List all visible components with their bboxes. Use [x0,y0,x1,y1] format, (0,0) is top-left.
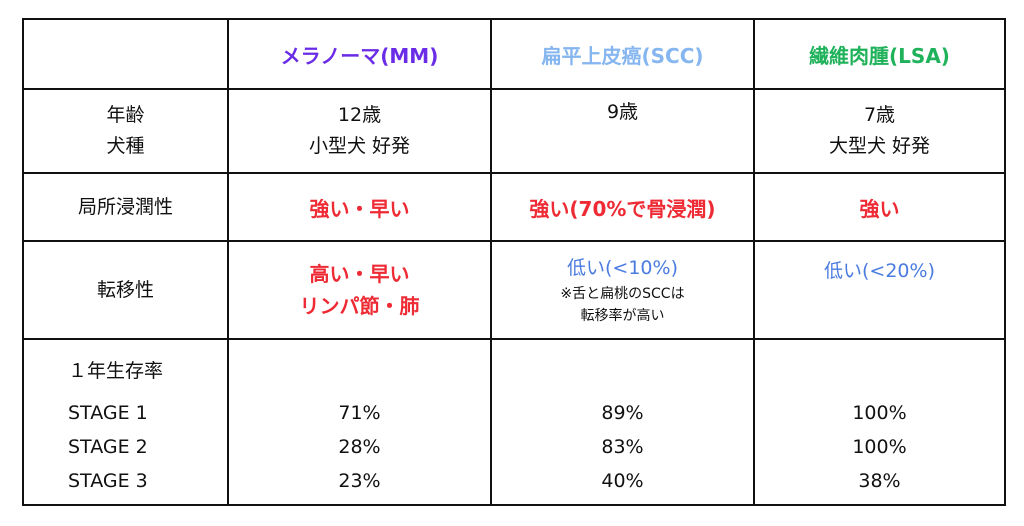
age-lsa-cell: 7歳 大型犬 好発 [753,88,1006,174]
header-cell-mm: メラノーマ(MM) [227,18,492,90]
header-lsa: 繊維肉腫(LSA) [809,43,950,68]
survival-lsa-cell: 100% 100% 38% [753,338,1006,506]
stage-1-label: STAGE 1 [68,402,148,424]
survival-scc-values: 89% 83% 40% [492,396,753,498]
invasion-mm: 強い・早い [309,196,410,221]
invasion-row: 局所浸潤性 強い・早い 強い(70%で骨浸潤) 強い [22,172,1006,242]
survival-lsa-stage-3: 38% [858,470,901,492]
age-row: 年齢 犬種 12歳 小型犬 好発 9歳 7歳 大型犬 好発 [22,88,1006,174]
metastasis-mm-cell: 高い・早い リンパ節・肺 [227,240,492,340]
survival-lsa-stage-2: 100% [852,436,907,458]
survival-mm-stage-2: 28% [338,436,381,458]
survival-row: １年生存率 STAGE 1 STAGE 2 STAGE 3 71% 28% 23… [22,338,1006,506]
survival-lsa-values: 100% 100% 38% [755,396,1004,498]
invasion-scc: 強い(70%で骨浸潤) [529,196,716,221]
invasion-scc-cell: 強い(70%で骨浸潤) [490,172,755,242]
age-lsa: 7歳 [863,104,896,126]
comparison-table: メラノーマ(MM) 扁平上皮癌(SCC) 繊維肉腫(LSA) 年齢 犬種 12歳… [22,18,1006,506]
header-cell-scc: 扁平上皮癌(SCC) [490,18,755,90]
survival-scc-stage-3: 40% [601,470,644,492]
metastasis-row: 転移性 高い・早い リンパ節・肺 低い(<10%) ※舌と扁桃のSCCは 転移率… [22,240,1006,340]
metastasis-label: 転移性 [96,278,154,301]
header-cell-lsa: 繊維肉腫(LSA) [753,18,1006,90]
header-row: メラノーマ(MM) 扁平上皮癌(SCC) 繊維肉腫(LSA) [22,18,1006,90]
age-scc: 9歳 [606,101,639,123]
breed-lsa: 大型犬 好発 [828,135,931,157]
age-scc-cell: 9歳 [490,88,755,174]
invasion-label: 局所浸潤性 [77,195,173,218]
survival-lsa-stage-1: 100% [852,402,907,424]
age-label: 年齢 [106,104,145,126]
survival-mm-values: 71% 28% 23% [229,396,490,498]
invasion-mm-cell: 強い・早い [227,172,492,242]
survival-mm-stage-1: 71% [338,402,381,424]
metastasis-scc-rate: 低い(<10%) [567,257,678,279]
metastasis-lsa-cell: 低い(<20%) [753,240,1006,340]
survival-mm-stage-3: 23% [338,470,381,492]
invasion-lsa-cell: 強い [753,172,1006,242]
breed-mm: 小型犬 好発 [308,135,411,157]
survival-label-cell: １年生存率 STAGE 1 STAGE 2 STAGE 3 [22,338,229,506]
survival-scc-cell: 89% 83% 40% [490,338,755,506]
invasion-label-cell: 局所浸潤性 [22,172,229,242]
stage-3-label: STAGE 3 [68,470,148,492]
survival-scc-stage-2: 83% [601,436,644,458]
header-empty-cell [22,18,229,90]
age-mm-cell: 12歳 小型犬 好発 [227,88,492,174]
survival-scc-stage-1: 89% [601,402,644,424]
metastasis-mm-rate: 高い・早い [309,262,410,286]
header-scc: 扁平上皮癌(SCC) [541,43,704,68]
age-label-cell: 年齢 犬種 [22,88,229,174]
header-mm: メラノーマ(MM) [280,43,439,68]
invasion-lsa: 強い [859,196,900,221]
metastasis-mm-sites: リンパ節・肺 [299,294,420,318]
metastasis-scc-note-2: 転移率が高い [580,308,665,324]
survival-label: １年生存率 [68,360,164,382]
metastasis-lsa-rate: 低い(<20%) [824,260,935,282]
metastasis-scc-note-1: ※舌と扁桃のSCCは [560,286,685,302]
breed-label: 犬種 [106,135,145,157]
survival-mm-cell: 71% 28% 23% [227,338,492,506]
metastasis-scc-cell: 低い(<10%) ※舌と扁桃のSCCは 転移率が高い [490,240,755,340]
stage-2-label: STAGE 2 [68,436,148,458]
stage-list: STAGE 1 STAGE 2 STAGE 3 [68,396,148,498]
age-mm: 12歳 [337,104,382,126]
metastasis-label-cell: 転移性 [22,240,229,340]
